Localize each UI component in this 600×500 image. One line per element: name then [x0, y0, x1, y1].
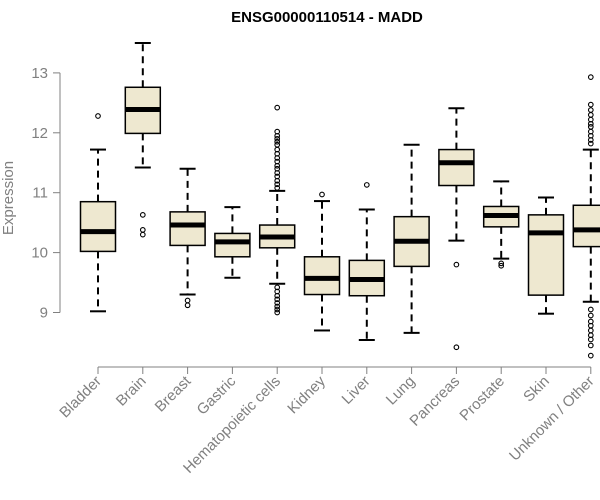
box-5	[303, 191, 341, 332]
box-3	[214, 206, 251, 279]
outlier-point	[587, 111, 594, 118]
outlier-point	[274, 300, 281, 306]
y-tick-label: 9	[40, 305, 48, 322]
outlier-point	[587, 101, 594, 108]
box-2	[169, 167, 206, 309]
outlier-point	[274, 135, 281, 142]
outlier-point	[139, 212, 146, 218]
y-axis: 9 10 11 12 13	[31, 65, 61, 322]
outlier-point	[274, 170, 281, 176]
outlier-point	[587, 137, 594, 143]
box-iqr	[438, 148, 475, 187]
y-axis-label: Expression	[0, 161, 17, 235]
outlier-point	[274, 296, 281, 303]
x-tick-label: Prostate	[456, 373, 508, 425]
box-iqr	[79, 200, 117, 253]
outlier-point	[274, 132, 281, 139]
outlier-point	[587, 327, 594, 334]
x-tick-label: Liver	[339, 373, 374, 408]
y-tick-label: 11	[32, 185, 48, 202]
outlier-point	[587, 336, 594, 343]
y-tick-label: 13	[31, 65, 48, 82]
x-tick-label: Bladder	[56, 373, 105, 422]
outlier-point	[498, 260, 505, 267]
box-iqr	[303, 256, 341, 296]
x-tick-label: Lung	[383, 373, 419, 409]
outlier-point	[587, 74, 594, 80]
outlier-point	[587, 306, 594, 313]
outlier-point	[274, 138, 281, 145]
outlier-point	[139, 226, 146, 233]
x-tick-label: Skin	[520, 373, 553, 406]
box-10	[527, 196, 565, 315]
outlier-point	[274, 155, 281, 161]
outlier-point	[453, 261, 460, 268]
x-tick-label: Kidney	[284, 372, 329, 417]
outlier-point	[587, 120, 594, 127]
outlier-point	[184, 302, 191, 309]
box-9	[482, 180, 520, 269]
outlier-point	[363, 182, 370, 188]
outlier-point	[274, 303, 281, 310]
box-4	[258, 104, 296, 316]
box-iqr	[572, 204, 600, 248]
outlier-point	[587, 352, 594, 359]
box-0	[79, 113, 117, 313]
box-8	[438, 107, 475, 351]
outlier-point	[274, 292, 281, 299]
box-iqr	[214, 232, 251, 258]
x-tick-label: Unknown / Other	[506, 373, 598, 465]
outlier-point	[587, 123, 594, 130]
outlier-point	[274, 306, 281, 313]
x-tick-label: Breast	[152, 372, 195, 415]
outlier-point	[184, 297, 191, 304]
outlier-point	[319, 191, 325, 198]
outlier-point	[498, 262, 505, 269]
box-iqr	[169, 211, 206, 247]
box-6	[348, 182, 386, 342]
outlier-point	[274, 185, 281, 191]
chart-title: ENSG00000110514 - MADD	[231, 9, 423, 26]
outlier-point	[587, 107, 594, 113]
outlier-point	[587, 312, 594, 319]
outlier-point	[274, 104, 281, 111]
box-1	[124, 41, 162, 238]
box-iqr	[527, 214, 565, 296]
outlier-point	[274, 162, 281, 169]
outlier-point	[274, 309, 281, 316]
outlier-point	[587, 140, 594, 147]
box-7	[393, 143, 430, 334]
outlier-point	[274, 177, 281, 184]
boxes-group	[79, 41, 600, 359]
box-11	[572, 74, 600, 359]
x-tick-label: Brain	[113, 373, 150, 410]
outlier-point	[274, 141, 281, 148]
outlier-point	[139, 231, 146, 238]
outlier-point	[587, 342, 594, 349]
outlier-point	[274, 181, 281, 188]
outlier-point	[95, 113, 101, 119]
outlier-point	[453, 344, 460, 351]
y-tick-label: 12	[31, 125, 48, 142]
y-tick-label: 10	[31, 245, 48, 262]
